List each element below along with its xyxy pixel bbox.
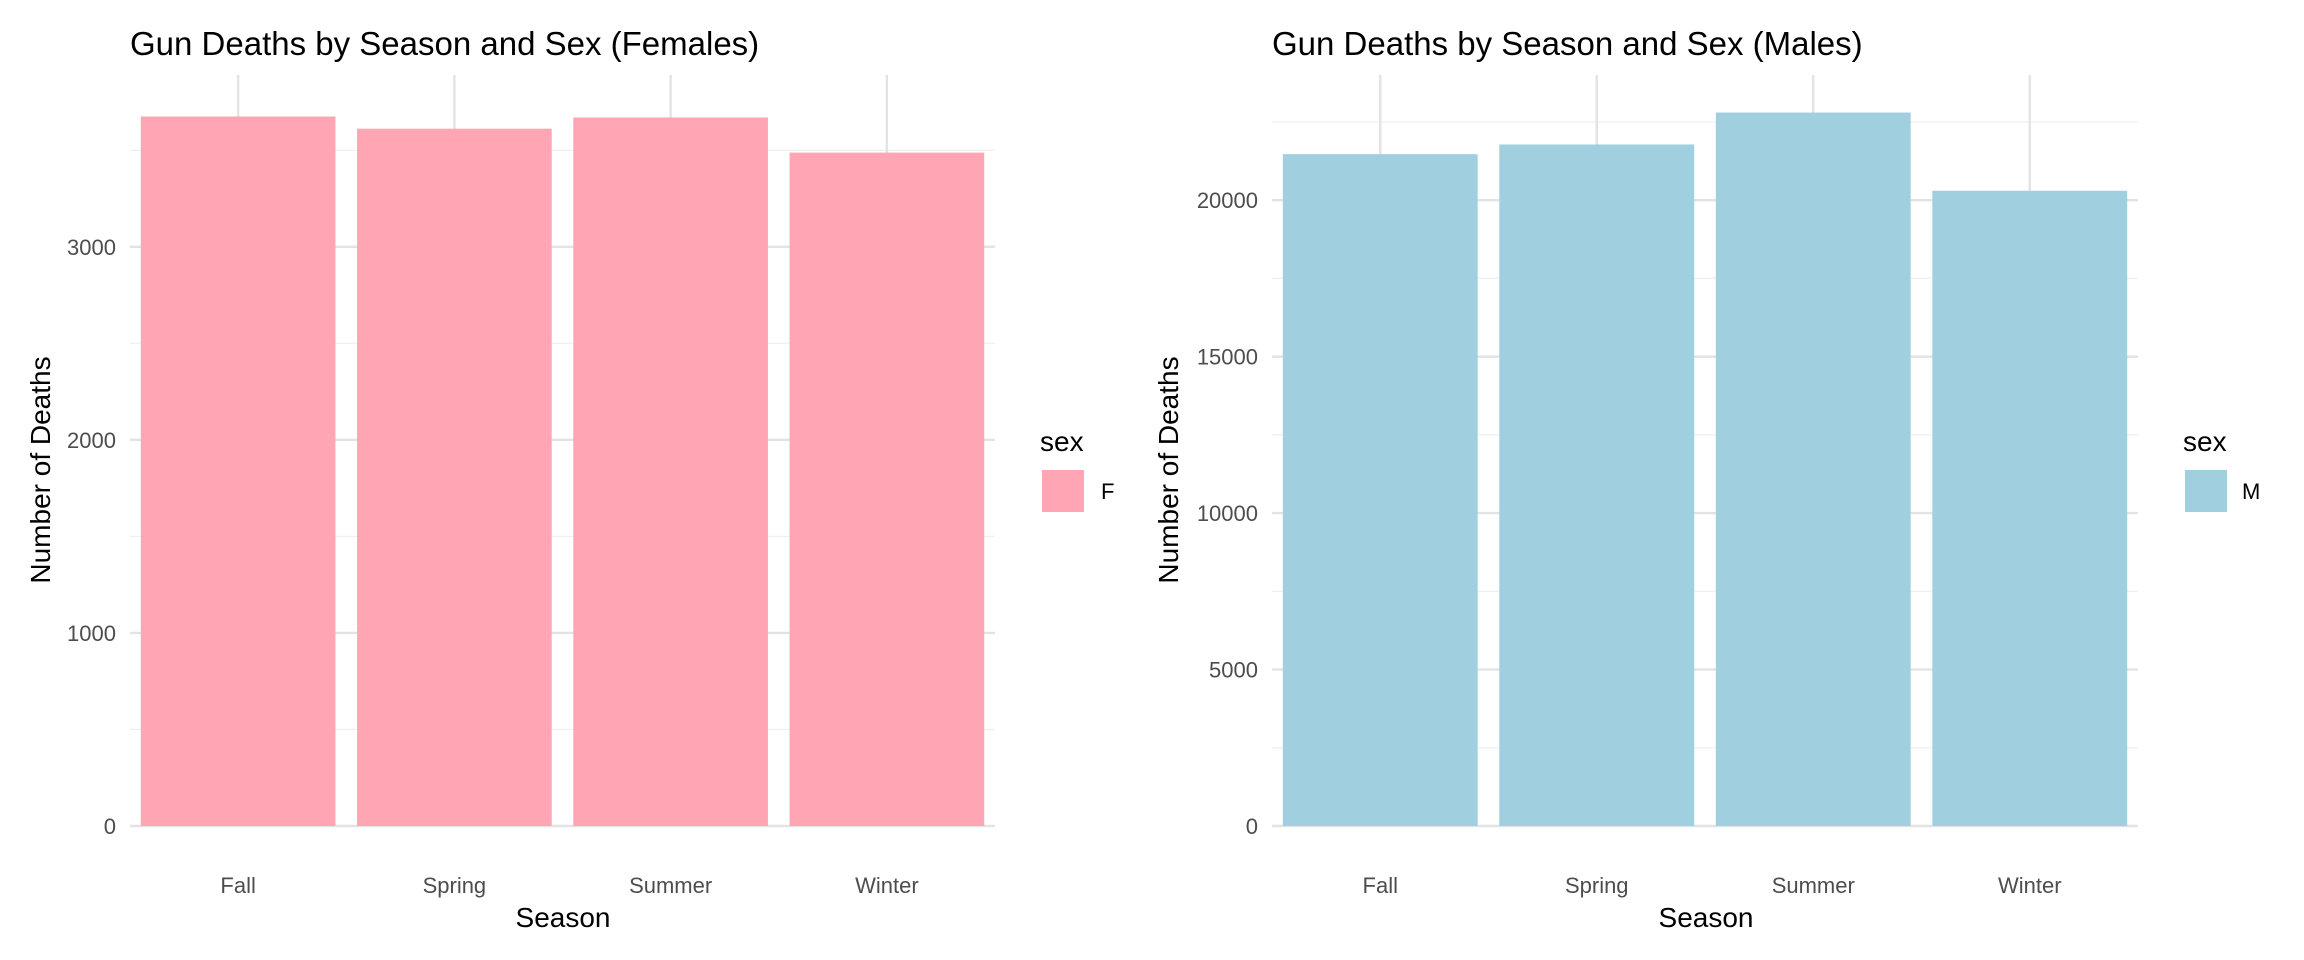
x-tick-labels: Fall Spring Summer Winter bbox=[1363, 873, 2062, 898]
x-axis-title: Season bbox=[1659, 902, 1754, 933]
bars bbox=[140, 116, 985, 827]
y-axis-title: Number of Deaths bbox=[1153, 356, 1184, 583]
x-tick-label: Winter bbox=[1998, 873, 2062, 898]
y-tick-label: 1000 bbox=[67, 621, 116, 646]
bars bbox=[1282, 112, 2128, 827]
bar-winter bbox=[1932, 190, 2128, 826]
legend-title: sex bbox=[2183, 426, 2227, 457]
x-tick-label: Fall bbox=[220, 873, 255, 898]
x-tick-label: Summer bbox=[1772, 873, 1855, 898]
bar-summer bbox=[1715, 112, 1911, 827]
y-tick-label: 3000 bbox=[67, 235, 116, 260]
x-tick-label: Winter bbox=[855, 873, 919, 898]
x-tick-label: Spring bbox=[1565, 873, 1629, 898]
x-axis-title: Season bbox=[516, 902, 611, 933]
x-tick-label: Fall bbox=[1363, 873, 1398, 898]
legend-label-m: M bbox=[2242, 479, 2260, 504]
chart-title: Gun Deaths by Season and Sex (Males) bbox=[1272, 25, 1863, 62]
bar-summer bbox=[573, 117, 768, 826]
bar-spring bbox=[357, 128, 552, 827]
legend-swatch-f bbox=[1042, 470, 1084, 512]
y-tick-labels: 0 5000 10000 15000 20000 bbox=[1197, 188, 1258, 839]
bar-spring bbox=[1499, 144, 1695, 826]
legend-swatch-m bbox=[2185, 470, 2227, 512]
x-tick-labels: Fall Spring Summer Winter bbox=[220, 873, 918, 898]
females-chart-panel: Gun Deaths by Season and Sex (Females) 0… bbox=[25, 25, 1114, 933]
x-tick-label: Summer bbox=[629, 873, 712, 898]
y-tick-label: 10000 bbox=[1197, 501, 1258, 526]
bar-fall bbox=[140, 116, 336, 827]
y-tick-label: 15000 bbox=[1197, 345, 1258, 370]
y-tick-labels: 0 1000 2000 3000 bbox=[67, 235, 116, 839]
y-tick-label: 2000 bbox=[67, 428, 116, 453]
chart-title: Gun Deaths by Season and Sex (Females) bbox=[130, 25, 759, 62]
bar-winter bbox=[789, 152, 985, 827]
y-tick-label: 0 bbox=[1246, 814, 1258, 839]
y-tick-label: 20000 bbox=[1197, 188, 1258, 213]
x-tick-label: Spring bbox=[423, 873, 487, 898]
bar-fall bbox=[1282, 154, 1478, 827]
legend: sex M bbox=[2183, 426, 2260, 512]
y-tick-label: 0 bbox=[104, 814, 116, 839]
legend-title: sex bbox=[1040, 426, 1084, 457]
legend-label-f: F bbox=[1101, 479, 1114, 504]
legend: sex F bbox=[1040, 426, 1114, 512]
y-axis-title: Number of Deaths bbox=[25, 356, 56, 583]
y-tick-label: 5000 bbox=[1209, 658, 1258, 683]
males-chart-panel: Gun Deaths by Season and Sex (Males) 0 50… bbox=[1153, 25, 2260, 933]
